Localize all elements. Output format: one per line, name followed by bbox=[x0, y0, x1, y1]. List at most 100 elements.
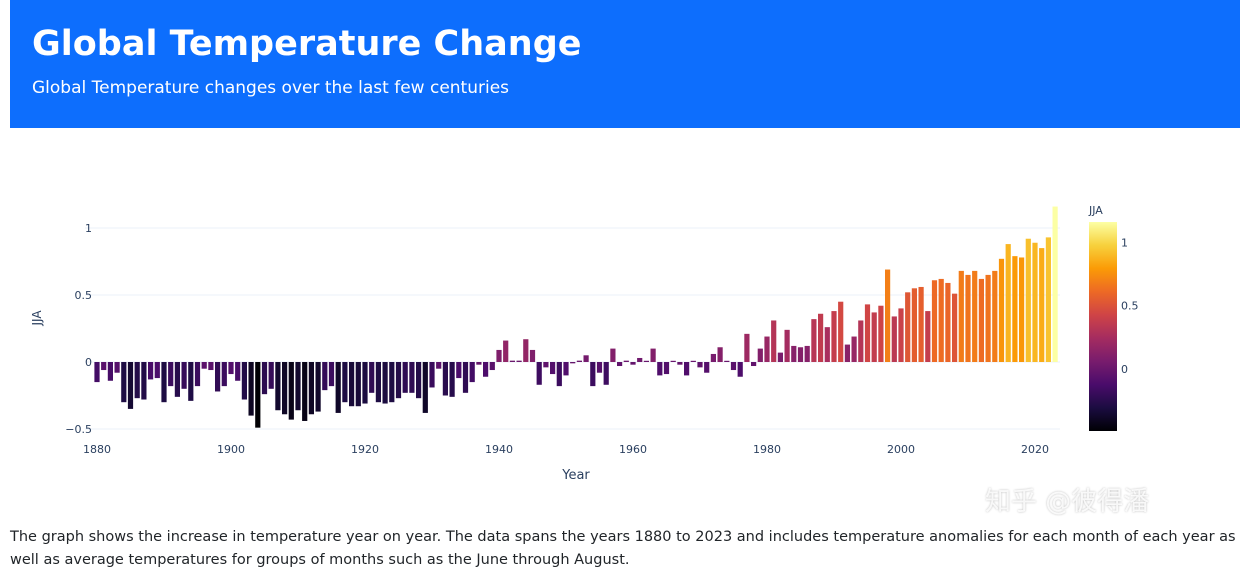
bar-2004 bbox=[925, 311, 931, 362]
page-header: Global Temperature Change Global Tempera… bbox=[10, 0, 1240, 128]
bar-2020 bbox=[1032, 242, 1038, 362]
bar-1945 bbox=[529, 349, 536, 362]
bar-1915 bbox=[328, 362, 335, 387]
bar-1984 bbox=[791, 345, 797, 362]
bar-1987 bbox=[811, 319, 817, 362]
bar-1895 bbox=[194, 362, 201, 387]
bar-2011 bbox=[972, 270, 978, 362]
bar-1914 bbox=[322, 362, 328, 391]
bar-1956 bbox=[603, 362, 609, 385]
bar-1996 bbox=[871, 312, 877, 362]
bar-1901 bbox=[235, 362, 241, 381]
bar-1906 bbox=[268, 362, 274, 389]
bar-2008 bbox=[952, 293, 958, 362]
bar-1957 bbox=[610, 348, 616, 362]
bar-1993 bbox=[851, 336, 857, 362]
bar-1922 bbox=[375, 362, 381, 403]
bar-1995 bbox=[864, 304, 871, 362]
bar-1930 bbox=[429, 362, 435, 388]
bar-1963 bbox=[650, 348, 656, 362]
bar-1896 bbox=[201, 362, 207, 369]
bar-1994 bbox=[858, 320, 864, 362]
bar-1909 bbox=[288, 362, 294, 420]
x-tick-label: 1960 bbox=[619, 443, 647, 456]
y-tick-label: 1 bbox=[85, 222, 92, 235]
bar-1912 bbox=[308, 362, 314, 415]
x-tick-label: 1980 bbox=[753, 443, 781, 456]
colorbar bbox=[1089, 222, 1117, 431]
bar-1955 bbox=[596, 362, 603, 373]
bar-1986 bbox=[804, 345, 810, 362]
bar-2013 bbox=[985, 274, 991, 362]
bar-1965 bbox=[663, 362, 670, 375]
bar-1967 bbox=[677, 362, 683, 365]
bar-1933 bbox=[449, 362, 455, 397]
bar-1920 bbox=[362, 362, 368, 404]
bar-2006 bbox=[938, 278, 944, 362]
bar-1935 bbox=[462, 362, 469, 393]
bar-1999 bbox=[891, 316, 897, 362]
bar-1959 bbox=[623, 360, 629, 362]
bar-1908 bbox=[282, 362, 288, 415]
bar-1970 bbox=[697, 362, 703, 368]
x-tick-label: 1920 bbox=[351, 443, 379, 456]
bar-2016 bbox=[1005, 244, 1011, 362]
bar-1997 bbox=[878, 305, 884, 362]
bar-1943 bbox=[516, 360, 522, 362]
bar-1976 bbox=[737, 362, 743, 377]
bar-1962 bbox=[643, 360, 649, 362]
watermark: 知乎 @彼得潘 bbox=[985, 487, 1150, 517]
bar-2021 bbox=[1039, 248, 1045, 362]
bar-1913 bbox=[315, 362, 321, 412]
x-axis-title: Year bbox=[561, 468, 590, 483]
bar-2005 bbox=[931, 280, 938, 362]
bar-1953 bbox=[583, 355, 589, 362]
bar-1897 bbox=[208, 362, 214, 371]
bar-1887 bbox=[141, 362, 147, 400]
colorbar-tick-label: 1 bbox=[1121, 236, 1128, 249]
x-tick-label: 1880 bbox=[83, 443, 111, 456]
bar-1972 bbox=[710, 353, 716, 362]
bar-1929 bbox=[422, 362, 428, 413]
bar-1952 bbox=[576, 360, 582, 362]
colorbar-title: JJA bbox=[1088, 204, 1103, 217]
bar-1902 bbox=[241, 362, 247, 400]
bar-1880 bbox=[94, 362, 100, 383]
bar-1991 bbox=[838, 301, 844, 362]
bar-1988 bbox=[818, 313, 824, 362]
bar-2017 bbox=[1012, 256, 1018, 362]
bar-1888 bbox=[148, 362, 154, 380]
bar-1931 bbox=[436, 362, 442, 369]
bar-1951 bbox=[570, 362, 576, 364]
bar-1947 bbox=[543, 362, 549, 368]
bar-1923 bbox=[382, 362, 388, 404]
chart-description: The graph shows the increase in temperat… bbox=[10, 529, 1236, 568]
bar-1954 bbox=[590, 362, 596, 387]
bar-1940 bbox=[496, 349, 502, 362]
bar-2014 bbox=[992, 270, 998, 362]
bar-1926 bbox=[402, 362, 408, 393]
bar-2012 bbox=[978, 278, 984, 362]
bar-1934 bbox=[456, 362, 462, 379]
bar-1898 bbox=[215, 362, 221, 392]
bar-1921 bbox=[369, 362, 375, 393]
bar-1983 bbox=[784, 329, 790, 362]
bar-1907 bbox=[275, 362, 281, 411]
temperature-bar-chart: 1880 1900 1920 1940 1960 1980 2000 2020 −0.5 0 0.… bbox=[30, 204, 1139, 483]
bar-1964 bbox=[657, 362, 663, 376]
bar-1966 bbox=[670, 360, 676, 362]
bar-1910 bbox=[295, 362, 301, 411]
bar-1936 bbox=[469, 362, 475, 383]
bar-1891 bbox=[168, 362, 174, 387]
x-tick-label: 2000 bbox=[887, 443, 915, 456]
page-subtitle: Global Temperature changes over the last… bbox=[32, 78, 510, 98]
bar-2007 bbox=[945, 282, 951, 362]
bar-1881 bbox=[101, 362, 107, 371]
bar-1889 bbox=[154, 362, 160, 379]
bar-1978 bbox=[751, 362, 757, 367]
bar-1958 bbox=[617, 362, 623, 367]
bar-2001 bbox=[905, 292, 911, 362]
bar-2010 bbox=[965, 274, 971, 362]
bar-1985 bbox=[797, 347, 804, 362]
bar-1969 bbox=[690, 360, 696, 362]
